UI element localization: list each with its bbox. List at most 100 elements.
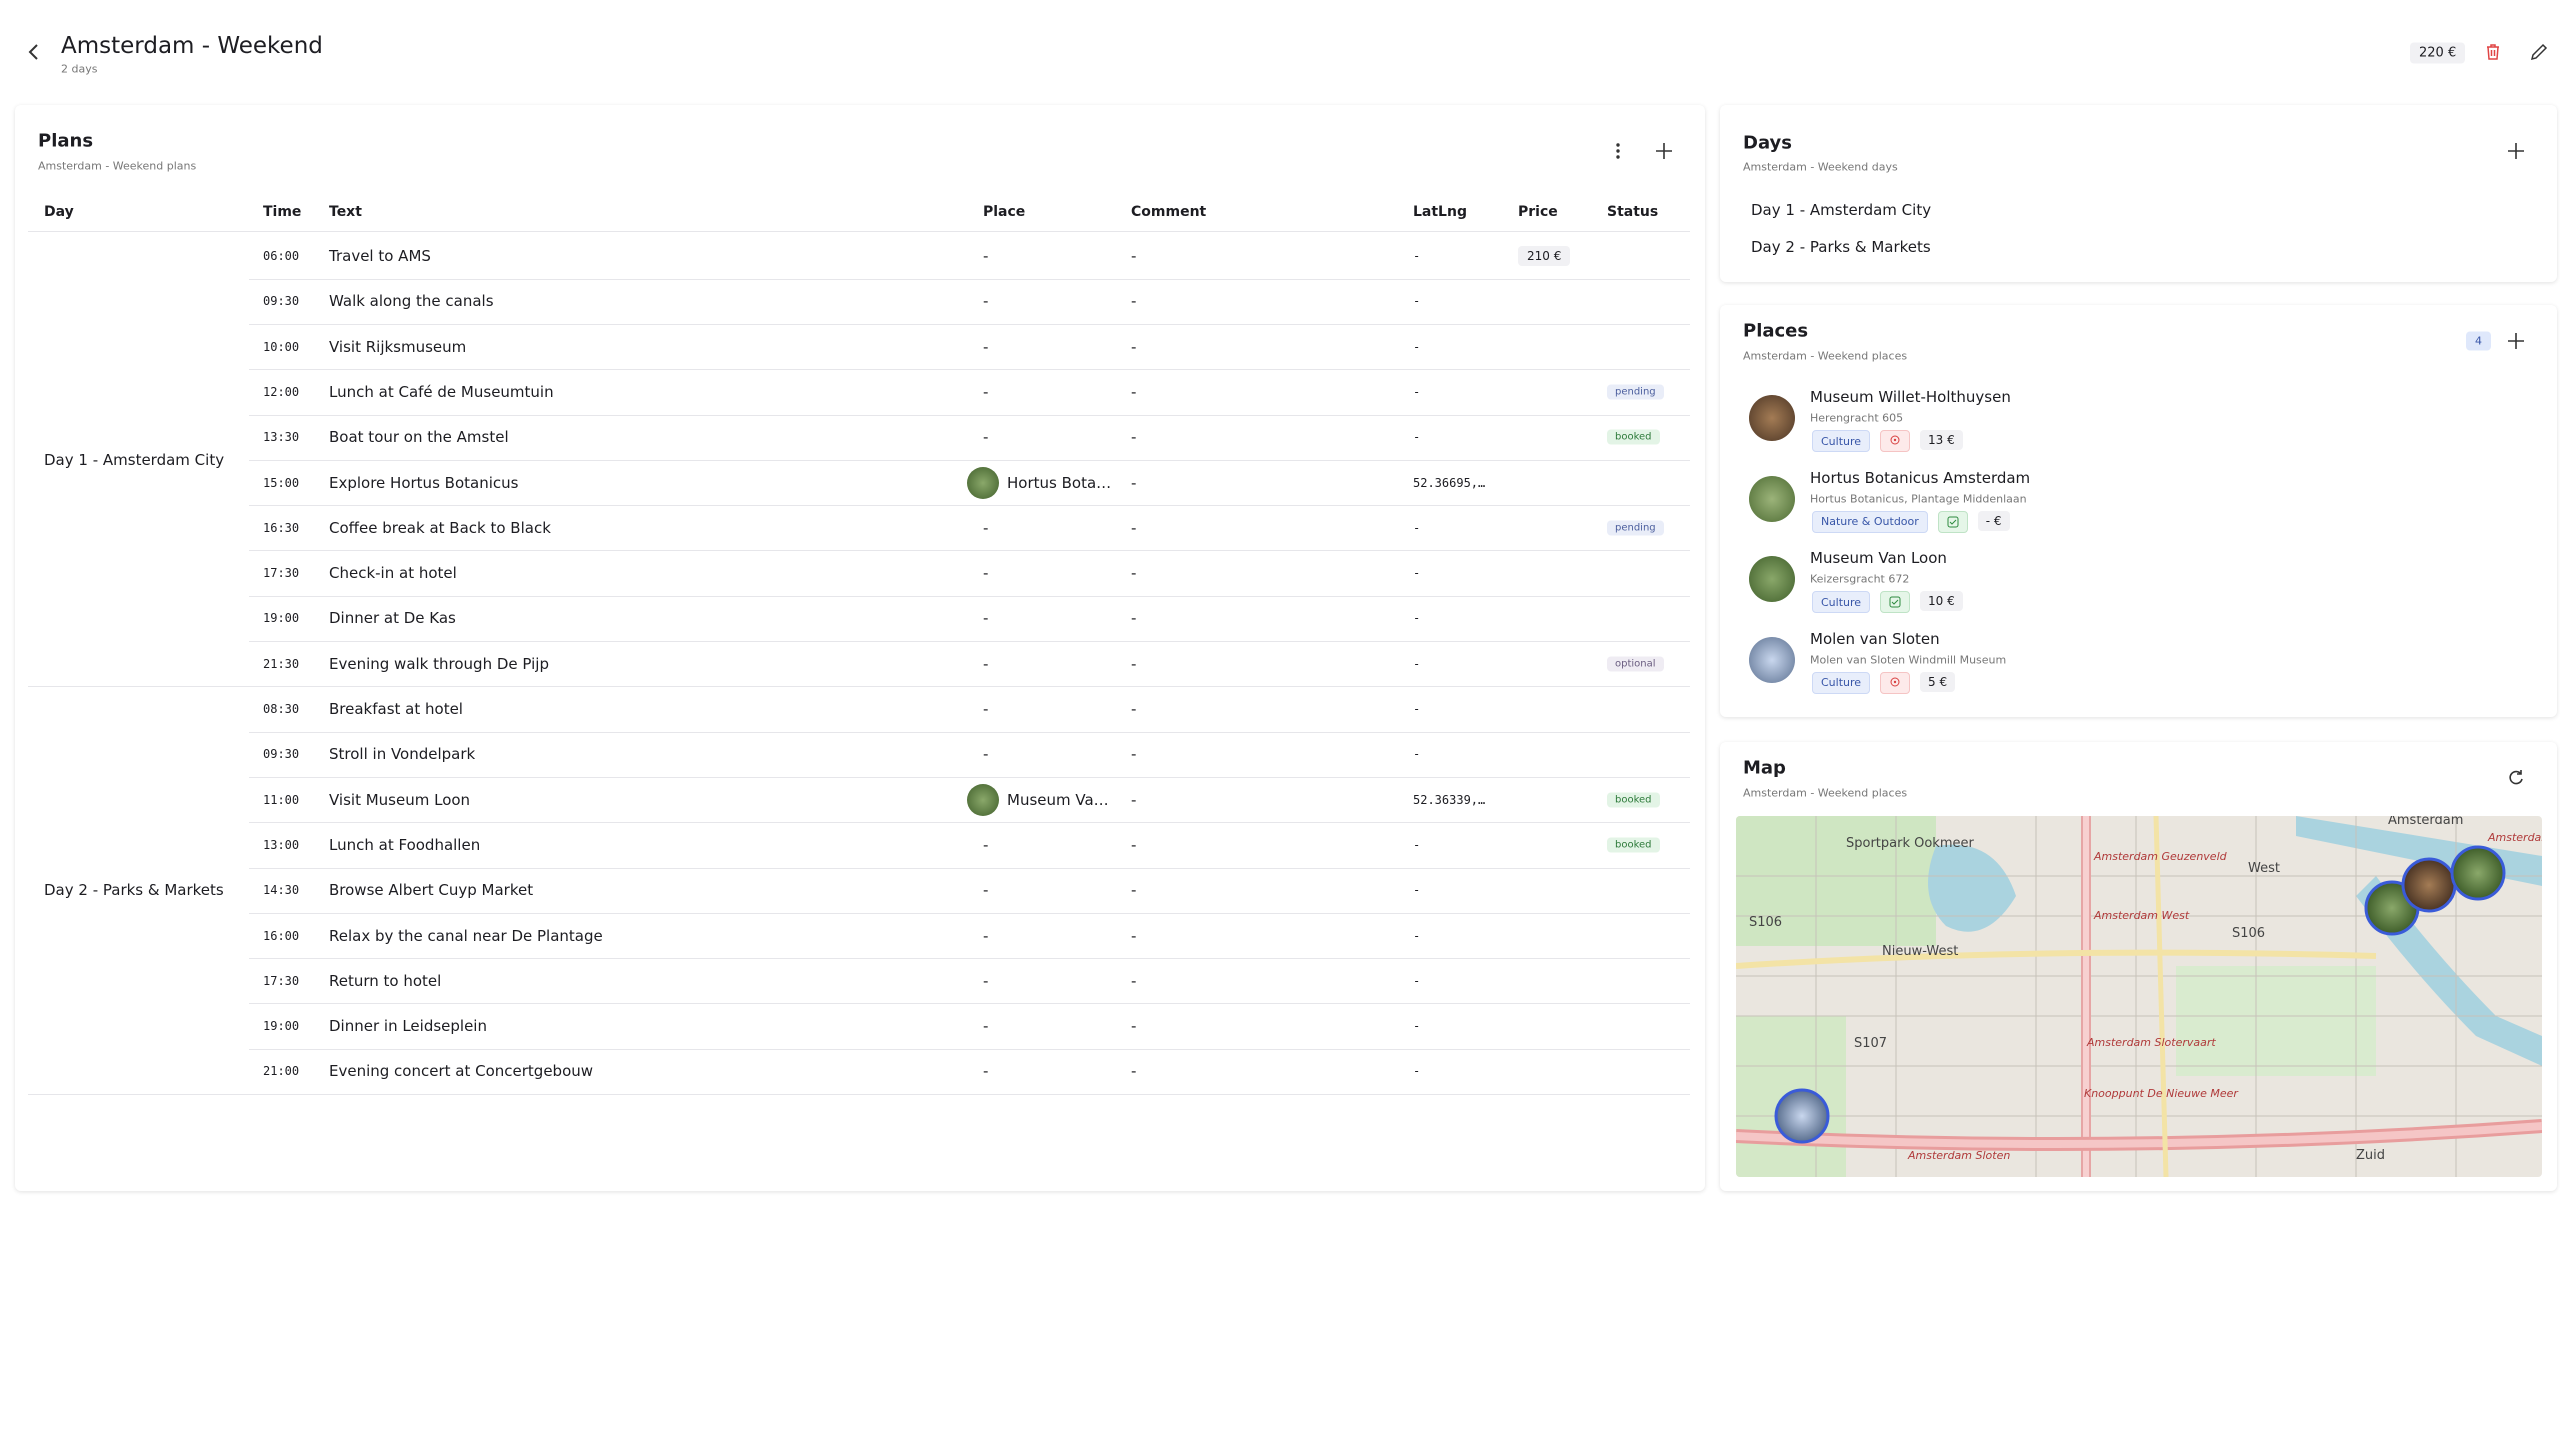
plan-place: - — [983, 247, 989, 265]
add-day[interactable] — [2506, 141, 2526, 161]
plan-comment: - — [1131, 971, 1137, 990]
place-price: - € — [1977, 510, 2010, 531]
plan-time: 09:30 — [263, 294, 300, 309]
plan-place: - — [983, 654, 989, 673]
row-divider — [249, 958, 1690, 960]
place-visited — [1937, 510, 1968, 533]
plan-place: - — [983, 971, 989, 990]
plan-text: Boat tour on the Amstel — [329, 428, 509, 447]
column-header: Day — [44, 204, 74, 220]
add-place[interactable] — [2506, 331, 2526, 351]
plan-comment: - — [1131, 654, 1137, 673]
row-divider — [249, 550, 1690, 552]
row-divider — [249, 278, 1690, 280]
plan-comment: - — [1131, 337, 1137, 356]
places-title: Places — [1743, 320, 1809, 342]
map-label: S107 — [1854, 1036, 1887, 1051]
map-label: Knooppunt De Nieuwe Meer — [2084, 1087, 2239, 1100]
day-label: Day 2 - Parks & Markets — [44, 881, 224, 900]
place-name: Hortus Botanicus Amsterdam — [1810, 468, 2031, 487]
days-subtitle: Amsterdam - Weekend days — [1743, 160, 1898, 174]
plan-latlng: - — [1413, 430, 1421, 445]
plan-comment: - — [1131, 835, 1137, 854]
plan-latlng: 52.36695,… — [1413, 475, 1486, 490]
plan-comment: - — [1131, 247, 1137, 265]
plans-subtitle: Amsterdam - Weekend plans — [38, 159, 197, 173]
map-label: Amsterdam Centraal — [2487, 831, 2542, 844]
place-price: 5 € — [1920, 671, 1956, 692]
plans-card — [15, 105, 1705, 1191]
plans-menu[interactable] — [1608, 141, 1628, 161]
plan-text: Visit Rijksmuseum — [329, 337, 467, 356]
row-divider — [249, 912, 1690, 914]
plan-time: 21:30 — [263, 656, 300, 671]
plan-time: 17:30 — [263, 566, 300, 581]
delete-button[interactable] — [2483, 42, 2503, 62]
plan-latlng: - — [1413, 928, 1421, 943]
plan-status: booked — [1607, 792, 1660, 808]
back-button[interactable] — [24, 42, 44, 62]
plan-status: booked — [1607, 837, 1660, 853]
plan-text: Relax by the canal near De Plantage — [329, 926, 603, 945]
edit-button[interactable] — [2529, 42, 2549, 62]
plan-place: - — [983, 1017, 989, 1036]
plans-title: Plans — [38, 130, 94, 152]
plan-comment: - — [1131, 700, 1137, 718]
row-divider — [249, 414, 1690, 416]
plan-time: 13:30 — [263, 430, 300, 445]
row-divider — [249, 323, 1690, 325]
column-header: Comment — [1131, 204, 1207, 220]
plan-text: Stroll in Vondelpark — [329, 745, 476, 764]
plan-text: Dinner at De Kas — [329, 609, 456, 628]
column-header: Place — [983, 204, 1026, 220]
row-divider — [28, 231, 1690, 232]
plan-time: 16:00 — [263, 928, 300, 943]
map-label: Sportpark Ookmeer — [1846, 836, 1974, 851]
column-header: Time — [263, 204, 302, 220]
row-divider — [249, 776, 1690, 778]
plan-latlng: - — [1413, 837, 1421, 852]
row-divider — [28, 686, 1690, 688]
days-title: Days — [1743, 132, 1792, 154]
plan-latlng: 52.36339,… — [1413, 792, 1486, 807]
plan-time: 19:00 — [263, 611, 300, 626]
plan-text: Browse Albert Cuyp Market — [329, 881, 534, 900]
plan-time: 16:30 — [263, 520, 300, 535]
plan-time: 12:00 — [263, 384, 300, 399]
row-divider — [249, 459, 1690, 461]
plan-comment: - — [1131, 609, 1137, 628]
plan-comment: - — [1131, 518, 1137, 537]
day-item: Day 2 - Parks & Markets — [1751, 238, 1931, 256]
plan-place: - — [983, 518, 989, 537]
plan-comment: - — [1131, 926, 1137, 945]
plan-status: pending — [1607, 520, 1664, 536]
plan-latlng: - — [1413, 566, 1421, 581]
refresh-map[interactable] — [2506, 768, 2526, 788]
map-label: S106 — [2232, 926, 2265, 941]
plan-text: Check-in at hotel — [329, 564, 457, 583]
row-divider — [249, 1003, 1690, 1005]
map[interactable]: Amsterdam West Nieuw-West S106 S106 S107 Zuid A… — [1736, 816, 2542, 1177]
plan-time: 10:00 — [263, 339, 300, 354]
plan-time: 09:30 — [263, 747, 300, 762]
plan-place: - — [983, 337, 989, 356]
map-label: S106 — [1749, 915, 1782, 930]
plan-time: 06:00 — [263, 249, 300, 263]
plan-text: Explore Hortus Botanicus — [329, 473, 519, 492]
place-name: Museum Van Loon — [1810, 549, 1947, 567]
plan-status: pending — [1607, 384, 1664, 400]
plan-place: - — [983, 1062, 989, 1081]
places-count: 4 — [2466, 331, 2491, 351]
add-plan[interactable] — [1654, 141, 1674, 161]
plan-comment: - — [1131, 473, 1137, 492]
plan-latlng: - — [1413, 384, 1421, 399]
plan-place: - — [983, 609, 989, 628]
place-avatar — [1749, 556, 1795, 602]
column-header: Status — [1607, 204, 1659, 220]
map-label: West — [2248, 861, 2280, 876]
place-address: Hortus Botanicus, Plantage Middenlaan — [1810, 492, 2027, 505]
row-divider — [249, 867, 1690, 869]
place-visited — [1880, 430, 1911, 452]
place-chips: Culture 13 € — [1812, 430, 1973, 452]
plan-place: - — [983, 428, 989, 447]
